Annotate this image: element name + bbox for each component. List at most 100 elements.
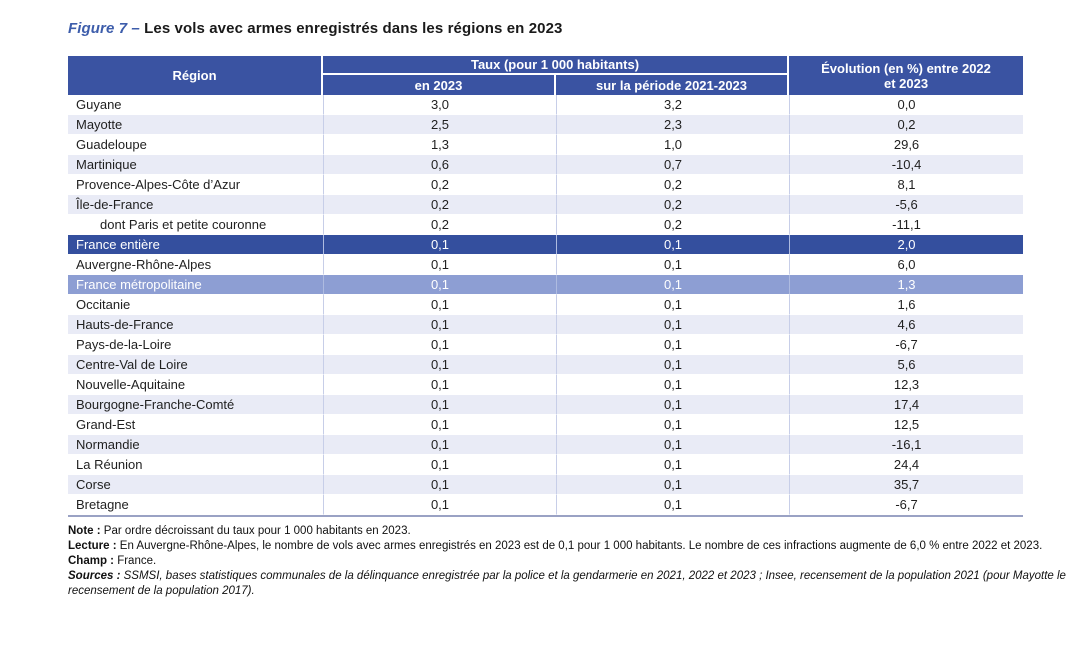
figure-number-label: Figure 7 – — [68, 20, 140, 37]
taux-periode-cell: 3,2 — [556, 95, 790, 115]
note-line: Note : Par ordre décroissant du taux pou… — [68, 524, 1084, 539]
taux-periode-cell: 0,1 — [556, 395, 790, 415]
evolution-cell: 0,2 — [789, 115, 1024, 135]
header-periode-2021-2023: sur la période 2021-2023 — [556, 75, 790, 95]
taux-2023-cell: 0,1 — [323, 375, 556, 395]
table-row: Martinique 0,6 0,7 -10,4 — [68, 155, 1024, 175]
evolution-cell: -16,1 — [789, 435, 1024, 455]
taux-2023-cell: 0,1 — [323, 295, 556, 315]
sources-label: Sources : — [68, 570, 121, 582]
taux-periode-cell: 0,1 — [556, 475, 790, 495]
region-name-cell: France métropolitaine — [68, 275, 323, 295]
taux-periode-cell: 0,1 — [556, 415, 790, 435]
taux-periode-cell: 0,1 — [556, 435, 790, 455]
region-name-cell: Occitanie — [68, 295, 323, 315]
champ-line: Champ : France. — [68, 554, 1084, 569]
sources-line: Sources : SSMSI, bases statistiques comm… — [68, 569, 1084, 599]
region-name-cell: Île-de-France — [68, 195, 323, 215]
evolution-cell: 12,5 — [789, 415, 1024, 435]
taux-2023-cell: 0,1 — [323, 355, 556, 375]
table-row: dont Paris et petite couronne 0,2 0,2 -1… — [68, 215, 1024, 235]
region-name-cell: Centre-Val de Loire — [68, 355, 323, 375]
table-row: Normandie 0,1 0,1 -16,1 — [68, 435, 1024, 455]
table-row: Bretagne 0,1 0,1 -6,7 — [68, 495, 1024, 515]
taux-periode-cell: 0,1 — [556, 235, 790, 255]
table-row: France entière 0,1 0,1 2,0 — [68, 235, 1024, 255]
taux-periode-cell: 0,1 — [556, 255, 790, 275]
region-name-cell: Guyane — [68, 95, 323, 115]
header-evolution: Évolution (en %) entre 2022 et 2023 — [789, 56, 1024, 95]
taux-periode-cell: 0,1 — [556, 315, 790, 335]
taux-2023-cell: 0,1 — [323, 255, 556, 275]
evolution-cell: 29,6 — [789, 135, 1024, 155]
champ-text: France. — [117, 555, 157, 567]
table-row: Guyane 3,0 3,2 0,0 — [68, 95, 1024, 115]
taux-2023-cell: 0,2 — [323, 195, 556, 215]
champ-label: Champ : — [68, 555, 114, 567]
taux-periode-cell: 0,7 — [556, 155, 790, 175]
evolution-cell: -11,1 — [789, 215, 1024, 235]
evolution-cell: -10,4 — [789, 155, 1024, 175]
taux-2023-cell: 0,1 — [323, 275, 556, 295]
taux-2023-cell: 0,1 — [323, 235, 556, 255]
region-name-cell: Nouvelle-Aquitaine — [68, 375, 323, 395]
table-row: Corse 0,1 0,1 35,7 — [68, 475, 1024, 495]
evolution-cell: 17,4 — [789, 395, 1024, 415]
taux-periode-cell: 2,3 — [556, 115, 790, 135]
header-region: Région — [68, 56, 323, 95]
evolution-cell: -6,7 — [789, 335, 1024, 355]
table-row: Île-de-France 0,2 0,2 -5,6 — [68, 195, 1024, 215]
evolution-cell: 2,0 — [789, 235, 1024, 255]
region-name-cell: Guadeloupe — [68, 135, 323, 155]
region-name-cell: Pays-de-la-Loire — [68, 335, 323, 355]
region-name-cell: Auvergne-Rhône-Alpes — [68, 255, 323, 275]
evolution-cell: -6,7 — [789, 495, 1024, 515]
evolution-cell: 5,6 — [789, 355, 1024, 375]
taux-periode-cell: 0,2 — [556, 175, 790, 195]
note-label: Note : — [68, 525, 101, 537]
table-body: Guyane 3,0 3,2 0,0 Mayotte 2,5 2,3 0,2 G… — [68, 95, 1024, 515]
region-name-cell: Mayotte — [68, 115, 323, 135]
evolution-cell: 4,6 — [789, 315, 1024, 335]
evolution-cell: 8,1 — [789, 175, 1024, 195]
evolution-cell: 0,0 — [789, 95, 1024, 115]
region-name-cell: Hauts-de-France — [68, 315, 323, 335]
table-row: La Réunion 0,1 0,1 24,4 — [68, 455, 1024, 475]
taux-periode-cell: 0,1 — [556, 355, 790, 375]
region-name-cell: Bourgogne-Franche-Comté — [68, 395, 323, 415]
evolution-cell: 24,4 — [789, 455, 1024, 475]
evolution-cell: 6,0 — [789, 255, 1024, 275]
regions-table: Région Taux (pour 1 000 habitants) Évolu… — [68, 56, 1024, 517]
taux-2023-cell: 0,1 — [323, 475, 556, 495]
lecture-text: En Auvergne-Rhône-Alpes, le nombre de vo… — [119, 540, 1043, 552]
taux-2023-cell: 0,1 — [323, 395, 556, 415]
evolution-cell: 12,3 — [789, 375, 1024, 395]
region-name-cell: dont Paris et petite couronne — [68, 215, 323, 235]
table-row: Provence-Alpes-Côte d’Azur 0,2 0,2 8,1 — [68, 175, 1024, 195]
taux-2023-cell: 0,1 — [323, 335, 556, 355]
figure-page: Figure 7 – Les vols avec armes enregistr… — [68, 20, 1084, 599]
evolution-cell: 35,7 — [789, 475, 1024, 495]
table-row: Mayotte 2,5 2,3 0,2 — [68, 115, 1024, 135]
sources-text: SSMSI, bases statistiques communales de … — [68, 570, 1066, 597]
region-name-cell: Corse — [68, 475, 323, 495]
taux-2023-cell: 0,1 — [323, 495, 556, 515]
evolution-cell: 1,3 — [789, 275, 1024, 295]
taux-periode-cell: 0,2 — [556, 195, 790, 215]
lecture-line: Lecture : En Auvergne-Rhône-Alpes, le no… — [68, 539, 1084, 554]
table-row: Occitanie 0,1 0,1 1,6 — [68, 295, 1024, 315]
taux-2023-cell: 0,1 — [323, 455, 556, 475]
region-name-cell: Grand-Est — [68, 415, 323, 435]
region-name-cell: La Réunion — [68, 455, 323, 475]
taux-periode-cell: 0,2 — [556, 215, 790, 235]
region-name-cell: Provence-Alpes-Côte d’Azur — [68, 175, 323, 195]
table-header: Région Taux (pour 1 000 habitants) Évolu… — [68, 56, 1024, 95]
evolution-cell: 1,6 — [789, 295, 1024, 315]
taux-periode-cell: 0,1 — [556, 335, 790, 355]
taux-2023-cell: 0,1 — [323, 415, 556, 435]
header-en-2023: en 2023 — [323, 75, 556, 95]
figure-title-text: Les vols avec armes enregistrés dans les… — [144, 20, 563, 37]
taux-periode-cell: 0,1 — [556, 495, 790, 515]
region-name-cell: Martinique — [68, 155, 323, 175]
table-row: Nouvelle-Aquitaine 0,1 0,1 12,3 — [68, 375, 1024, 395]
